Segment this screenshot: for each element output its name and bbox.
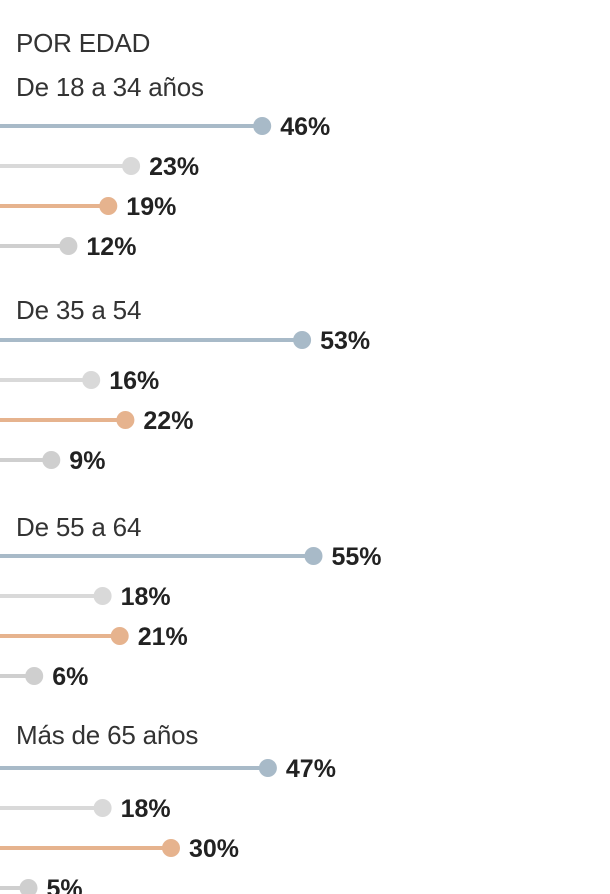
bar-dot xyxy=(25,667,44,685)
group-label-65-plus: Más de 65 años xyxy=(16,720,199,750)
value-label: 9% xyxy=(69,447,105,475)
value-label: 5% xyxy=(47,875,83,894)
group-label-55-64: De 55 a 64 xyxy=(16,512,142,542)
bar-dot xyxy=(258,759,277,777)
value-label: 55% xyxy=(332,543,382,571)
bar-dot xyxy=(82,371,101,389)
value-label: 47% xyxy=(286,755,336,783)
bar-dot xyxy=(162,839,180,857)
value-label: 30% xyxy=(189,835,239,863)
bar-dot xyxy=(42,451,61,469)
bar-dot xyxy=(19,879,38,894)
value-label: 23% xyxy=(149,153,199,181)
group-label-35-54: De 35 a 54 xyxy=(16,295,142,325)
bar-dot xyxy=(93,799,112,817)
bar-dot xyxy=(122,157,141,175)
value-label: 12% xyxy=(86,233,136,261)
value-label: 46% xyxy=(280,113,330,141)
value-label: 19% xyxy=(126,193,176,221)
group-label-18-34: De 18 a 34 años xyxy=(16,72,204,102)
value-label: 18% xyxy=(121,795,171,823)
value-label: 22% xyxy=(143,407,193,435)
bar-dot xyxy=(293,331,312,349)
bar-dot xyxy=(110,627,129,645)
value-label: 18% xyxy=(121,583,171,611)
value-label: 16% xyxy=(109,367,159,395)
value-label: 6% xyxy=(52,663,88,691)
bar-dot xyxy=(99,197,118,215)
bar-dot xyxy=(116,411,135,429)
value-label: 53% xyxy=(320,327,370,355)
chart-title: POR EDAD xyxy=(16,28,151,58)
value-label: 21% xyxy=(138,623,188,651)
bar-dot xyxy=(253,117,272,135)
bar-dot xyxy=(93,587,112,605)
bar-dot xyxy=(304,547,323,565)
bar-dot xyxy=(59,237,78,255)
